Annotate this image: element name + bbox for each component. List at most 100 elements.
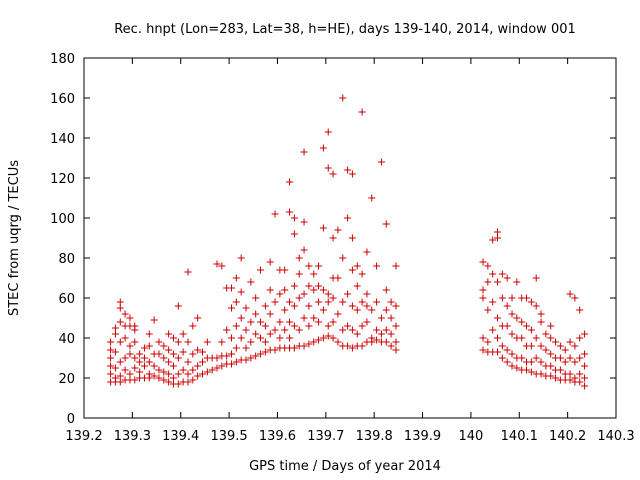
data-point [329,318,337,326]
data-point [344,342,352,350]
data-point [537,358,545,366]
data-point [111,374,119,382]
data-point [377,158,385,166]
data-point [242,344,250,352]
data-point [111,324,119,332]
x-tick-label: 140.2 [549,429,586,444]
y-tick-label: 160 [50,92,75,107]
data-point [358,342,366,350]
data-point [174,370,182,378]
data-point [489,270,497,278]
data-point [503,322,511,330]
data-point [174,302,182,310]
data-point [228,304,236,312]
data-point [508,294,516,302]
data-point [179,348,187,356]
data-point [305,282,313,290]
data-point [290,344,298,352]
data-point [348,326,356,334]
data-point [155,366,163,374]
data-point [319,306,327,314]
y-tick-label: 180 [50,52,75,67]
data-point [334,338,342,346]
data-point [353,262,361,270]
data-point [348,344,356,352]
data-point [315,336,323,344]
data-point [218,362,226,370]
data-point [189,376,197,384]
data-point [252,352,260,360]
data-point [266,330,274,338]
data-point [382,338,390,346]
data-point [121,334,129,342]
data-point [373,336,381,344]
data-point [556,354,564,362]
data-point [310,270,318,278]
data-point [329,170,337,178]
x-axis-title: GPS time / Days of year 2014 [249,459,441,474]
data-point [581,330,589,338]
data-point [329,234,337,242]
data-point [489,326,497,334]
data-point [498,270,506,278]
data-point [247,338,255,346]
data-point [552,338,560,346]
data-point [571,374,579,382]
data-point [547,372,555,380]
data-point [189,322,197,330]
data-point [198,358,206,366]
data-point [203,338,211,346]
data-point [484,338,492,346]
data-point [547,362,555,370]
data-point [276,334,284,342]
data-point [576,354,584,362]
data-point [556,366,564,374]
data-point [290,214,298,222]
data-point [126,350,134,358]
data-point [527,326,535,334]
data-point [184,370,192,378]
data-point [218,262,226,270]
data-point [353,330,361,338]
data-point [494,278,502,286]
data-point [392,322,400,330]
data-point [261,322,269,330]
data-point [136,368,144,376]
data-point [165,378,173,386]
data-point [576,378,584,386]
data-point [213,364,221,372]
data-point [145,330,153,338]
y-tick-label: 40 [58,332,75,347]
data-point [324,164,332,172]
data-point [271,298,279,306]
data-point [581,382,589,390]
data-point [503,302,511,310]
data-point [174,338,182,346]
data-point [271,326,279,334]
data-point [300,342,308,350]
data-point [576,370,584,378]
x-tick-label: 139.8 [356,429,393,444]
data-point [242,304,250,312]
data-point [165,358,173,366]
y-tick-label: 120 [50,172,75,187]
data-point [145,342,153,350]
data-point [382,220,390,228]
data-point [107,370,115,378]
data-point [537,318,545,326]
data-point [145,358,153,366]
data-point [194,346,202,354]
data-point [150,372,158,380]
data-point [261,338,269,346]
data-point [121,366,129,374]
data-point [547,334,555,342]
data-point [228,360,236,368]
data-point [116,298,124,306]
data-point [339,254,347,262]
x-tick-label: 139.5 [210,429,247,444]
data-point [348,170,356,178]
data-point [532,274,540,282]
data-point [392,346,400,354]
data-point [150,362,158,370]
data-point [513,278,521,286]
